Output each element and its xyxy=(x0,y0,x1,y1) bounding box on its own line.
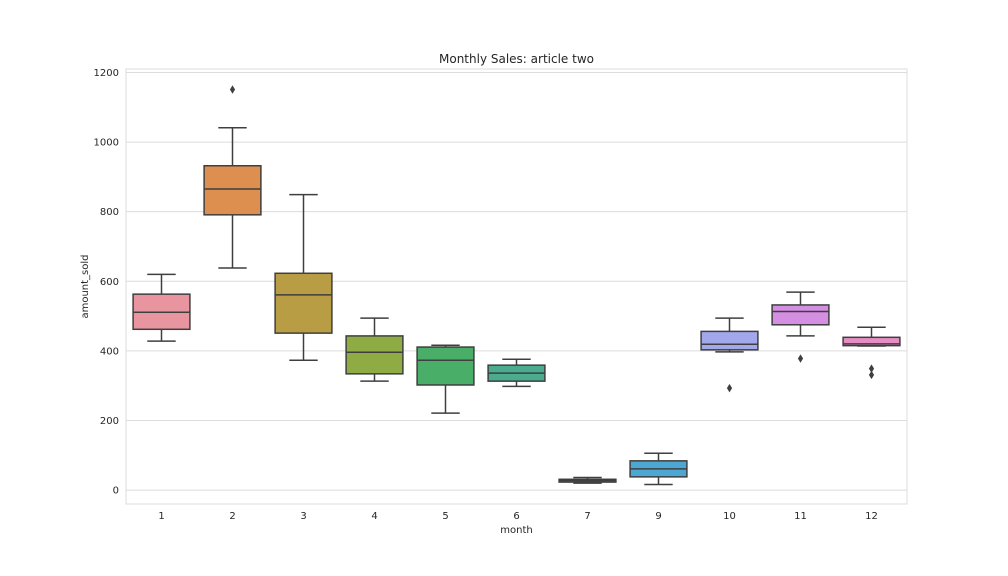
plot-area xyxy=(125,68,908,505)
box-month-6 xyxy=(487,358,546,388)
outlier-point xyxy=(726,383,733,393)
y-tick-label-1000: 1000 xyxy=(94,138,119,149)
box-month-9 xyxy=(629,452,688,486)
iqr-box xyxy=(842,336,901,347)
box-month-12 xyxy=(842,326,901,380)
x-tick-label-4: 4 xyxy=(371,511,377,522)
chart-title: Monthly Sales: article two xyxy=(439,52,594,66)
outlier-point xyxy=(868,370,875,380)
iqr-box xyxy=(203,164,262,216)
x-tick-label-3: 3 xyxy=(300,511,306,522)
x-tick-label-12: 12 xyxy=(865,511,878,522)
x-tick-label-7: 7 xyxy=(584,511,590,522)
iqr-box xyxy=(345,335,404,375)
iqr-box xyxy=(416,346,475,386)
y-tick-label-0: 0 xyxy=(113,486,119,497)
box-month-4 xyxy=(345,317,404,382)
x-tick-label-6: 6 xyxy=(513,511,519,522)
x-axis-label: month xyxy=(500,525,532,536)
iqr-box xyxy=(771,304,830,326)
box-month-3 xyxy=(274,193,333,362)
x-tick-label-10: 10 xyxy=(723,511,736,522)
y-tick-label-800: 800 xyxy=(100,207,119,218)
box-month-7 xyxy=(558,476,617,484)
y-axis-label: amount_sold xyxy=(80,254,91,318)
x-tick-labels: 1 2 3 4 5 6 7 9 10 11 12 xyxy=(158,511,878,522)
y-tick-label-1200: 1200 xyxy=(94,68,119,79)
box-month-11 xyxy=(771,291,830,363)
outlier-point xyxy=(797,354,804,363)
x-tick-label-5: 5 xyxy=(442,511,448,522)
box-month-5 xyxy=(416,344,475,414)
y-tick-labels: 0 200 400 600 800 1000 1200 xyxy=(94,68,119,497)
y-tick-label-200: 200 xyxy=(100,416,119,427)
x-tick-label-1: 1 xyxy=(158,511,164,522)
box-month-1 xyxy=(132,273,191,342)
outlier-point xyxy=(229,85,236,94)
y-tick-label-600: 600 xyxy=(100,277,119,288)
y-tick-label-400: 400 xyxy=(100,346,119,357)
outlier-point xyxy=(868,364,875,373)
x-tick-label-2: 2 xyxy=(229,511,235,522)
box-month-2 xyxy=(203,85,262,269)
iqr-box xyxy=(274,272,333,334)
x-tick-label-11: 11 xyxy=(794,511,807,522)
x-tick-label-9: 9 xyxy=(655,511,661,522)
iqr-box xyxy=(700,330,759,351)
boxes xyxy=(132,85,901,486)
box-month-10 xyxy=(700,317,759,393)
